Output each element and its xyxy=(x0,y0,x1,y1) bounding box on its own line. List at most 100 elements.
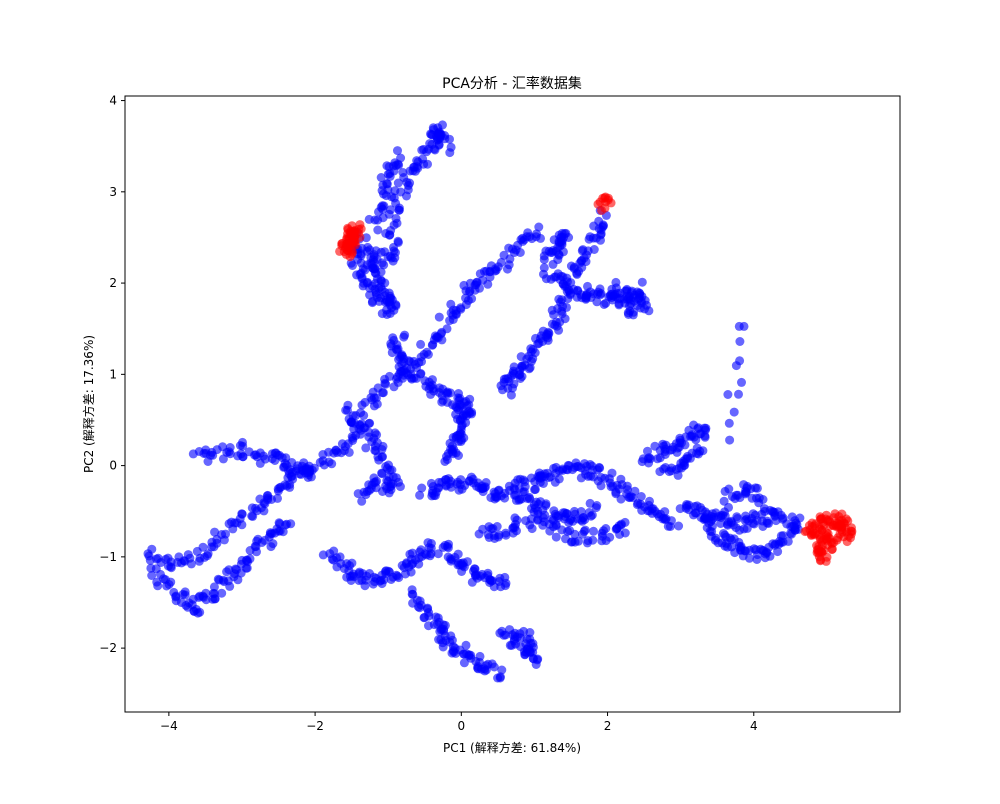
normal-point xyxy=(442,324,452,334)
normal-point xyxy=(224,447,234,457)
normal-point xyxy=(273,484,283,494)
y-axis: −2 −1 0 1 2 3 4 xyxy=(99,94,125,655)
normal-point xyxy=(660,507,670,517)
normal-point xyxy=(505,625,515,635)
normal-point xyxy=(456,475,466,485)
normal-point xyxy=(224,519,234,529)
normal-point xyxy=(612,480,622,490)
normal-point xyxy=(592,501,602,510)
normal-point xyxy=(518,487,528,497)
normal-point xyxy=(198,542,208,552)
x-axis-label: PC1 (解释方差: 61.84%) xyxy=(443,740,581,755)
normal-point xyxy=(396,187,406,197)
normal-point xyxy=(719,529,728,538)
normal-point xyxy=(402,177,412,187)
normal-point xyxy=(723,390,733,399)
normal-point xyxy=(237,509,247,519)
normal-point xyxy=(377,469,387,479)
normal-point xyxy=(393,159,403,169)
normal-point xyxy=(449,444,458,454)
normal-point xyxy=(391,198,401,208)
normal-point xyxy=(386,293,396,303)
normal-point xyxy=(689,432,699,442)
normal-point xyxy=(438,120,447,130)
normal-point xyxy=(528,344,538,354)
normal-point xyxy=(176,598,186,607)
normal-point xyxy=(644,306,654,316)
normal-point xyxy=(459,562,469,572)
normal-point xyxy=(374,296,384,306)
normal-point xyxy=(422,347,432,357)
normal-point xyxy=(245,546,255,555)
normal-point xyxy=(403,185,413,195)
normal-point xyxy=(530,484,540,494)
normal-point xyxy=(394,205,404,215)
normal-point xyxy=(576,473,586,483)
normal-point xyxy=(353,489,363,499)
normal-point xyxy=(675,504,685,514)
normal-point xyxy=(259,451,268,461)
normal-point xyxy=(795,513,805,523)
normal-point xyxy=(376,267,386,277)
normal-point xyxy=(410,359,420,369)
normal-point xyxy=(435,626,445,636)
normal-point xyxy=(465,286,475,296)
chart-title: PCA分析 - 汇率数据集 xyxy=(442,75,582,92)
normal-point xyxy=(377,258,387,268)
normal-point xyxy=(145,555,155,565)
normal-point xyxy=(676,458,686,468)
normal-point xyxy=(566,537,576,547)
x-axis: −4 −2 0 2 4 xyxy=(160,712,758,733)
normal-point xyxy=(383,476,393,486)
normal-point xyxy=(387,303,397,313)
normal-point xyxy=(546,274,556,284)
normal-point xyxy=(434,140,444,150)
normal-point xyxy=(733,490,743,500)
normal-point xyxy=(729,407,739,417)
normal-point xyxy=(758,495,768,504)
normal-point xyxy=(593,465,602,475)
normal-point xyxy=(543,327,553,337)
normal-point xyxy=(361,443,371,453)
normal-point xyxy=(506,390,516,400)
normal-point xyxy=(332,562,342,572)
y-tick-label: −1 xyxy=(99,550,117,564)
normal-point xyxy=(255,494,265,504)
normal-point xyxy=(383,185,393,195)
normal-point xyxy=(364,486,374,495)
normal-point xyxy=(367,260,377,270)
normal-point xyxy=(534,499,544,509)
normal-point xyxy=(256,503,266,513)
normal-point xyxy=(362,246,372,256)
normal-point xyxy=(724,484,734,494)
normal-point xyxy=(166,557,176,567)
normal-point xyxy=(497,665,507,675)
normal-point xyxy=(417,483,427,493)
normal-point xyxy=(166,577,176,587)
normal-point xyxy=(478,483,488,493)
normal-point xyxy=(185,553,195,563)
normal-point xyxy=(395,482,405,492)
normal-point xyxy=(620,286,630,296)
normal-point xyxy=(415,490,425,500)
normal-point xyxy=(636,492,646,501)
normal-point xyxy=(377,579,387,589)
x-tick-label: 0 xyxy=(458,719,466,733)
anomaly-point xyxy=(593,199,603,209)
normal-point xyxy=(555,275,565,285)
normal-point xyxy=(422,604,432,614)
normal-point xyxy=(433,549,443,559)
normal-point xyxy=(661,514,671,524)
normal-point xyxy=(467,577,477,587)
normal-point xyxy=(605,532,615,542)
normal-point xyxy=(232,565,241,575)
normal-point xyxy=(593,287,603,297)
normal-point xyxy=(584,508,594,517)
anomaly-point xyxy=(355,220,365,230)
normal-point xyxy=(201,588,211,598)
normal-point xyxy=(238,452,248,462)
normal-point xyxy=(752,555,762,564)
normal-point xyxy=(357,496,367,506)
anomaly-point xyxy=(815,533,825,543)
